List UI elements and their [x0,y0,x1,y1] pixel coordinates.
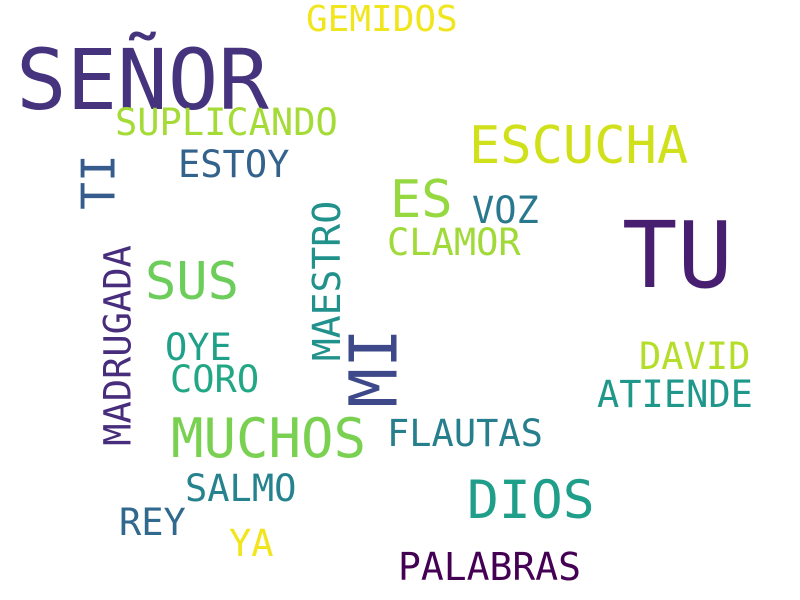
word-salmo: SALMO [185,467,297,510]
word-oye: OYE [165,326,232,369]
word-gemidos: GEMIDOS [306,0,458,40]
word-clamor: CLAMOR [387,221,521,264]
word-coro: CORO [170,358,260,401]
word-rey: REY [119,501,186,544]
word-es: ES [390,170,453,230]
word-palabras: PALABRAS [398,545,582,589]
word-escucha: ESCUCHA [469,116,689,176]
word-voz: VOZ [472,189,539,232]
word-senor: SEÑOR [16,31,269,129]
word-tu: TU [622,202,733,309]
word-david: DAVID [639,335,751,378]
word-suplicando: SUPLICANDO [115,101,338,144]
word-muchos: MUCHOS [171,407,367,470]
word-flautas: FLAUTAS [387,412,543,455]
word-madrugada: MADRUGADA [96,245,140,446]
word-sus: SUS [145,252,239,312]
word-ti: TI [71,154,126,210]
word-estoy: ESTOY [178,143,290,186]
word-mi: MI [335,328,413,408]
word-dios: DIOS [467,470,595,531]
word-atiende: ATIENDE [597,373,753,416]
word-ya: YA [229,522,274,565]
